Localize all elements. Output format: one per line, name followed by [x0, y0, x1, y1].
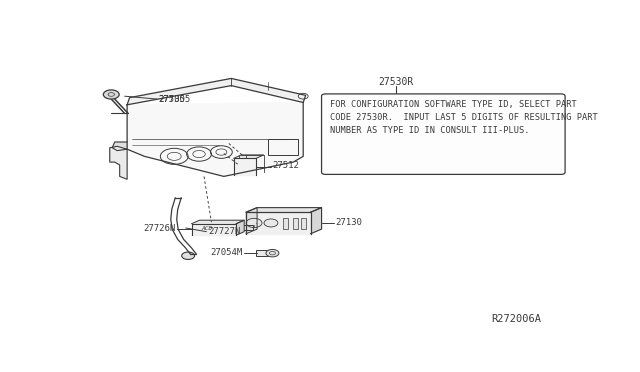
FancyBboxPatch shape [301, 218, 306, 230]
Circle shape [103, 90, 119, 99]
Polygon shape [110, 146, 127, 179]
Polygon shape [191, 220, 244, 224]
Circle shape [182, 252, 195, 260]
Polygon shape [246, 212, 310, 234]
Circle shape [246, 218, 262, 228]
FancyBboxPatch shape [293, 218, 298, 230]
Text: 275305: 275305 [158, 94, 191, 103]
Polygon shape [127, 103, 303, 176]
Text: R272006A: R272006A [492, 314, 541, 324]
FancyBboxPatch shape [321, 94, 565, 174]
Polygon shape [127, 78, 306, 105]
Text: ACD: ACD [202, 226, 212, 231]
Polygon shape [246, 208, 257, 234]
Text: 27705: 27705 [158, 94, 185, 103]
FancyBboxPatch shape [256, 250, 268, 256]
Polygon shape [310, 208, 321, 234]
Text: 27512: 27512 [273, 161, 300, 170]
Text: 27054M: 27054M [211, 248, 243, 257]
Circle shape [266, 250, 279, 257]
Circle shape [264, 219, 278, 227]
Polygon shape [236, 220, 244, 235]
Polygon shape [234, 158, 256, 175]
FancyBboxPatch shape [284, 218, 289, 230]
Polygon shape [112, 142, 127, 151]
Text: 27530R: 27530R [379, 77, 414, 87]
Text: FOR CONFIGURATION SOFTWARE TYPE ID, SELECT PART
CODE 27530R.  INPUT LAST 5 DIGIT: FOR CONFIGURATION SOFTWARE TYPE ID, SELE… [330, 100, 598, 135]
Polygon shape [246, 208, 321, 212]
Text: 27130: 27130 [335, 218, 362, 227]
Text: 27726N: 27726N [143, 224, 175, 233]
Polygon shape [234, 155, 264, 158]
Text: 27727N: 27727N [208, 227, 240, 236]
Polygon shape [191, 224, 236, 235]
